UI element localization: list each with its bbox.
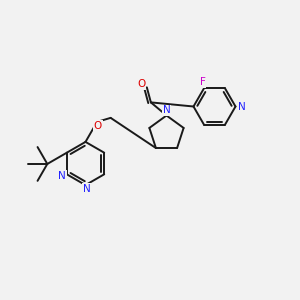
Text: N: N — [238, 101, 246, 112]
Text: N: N — [163, 105, 170, 116]
Text: N: N — [83, 184, 91, 194]
Text: O: O — [137, 79, 146, 89]
Text: O: O — [94, 121, 102, 131]
Text: F: F — [200, 77, 206, 87]
Text: N: N — [58, 171, 66, 181]
